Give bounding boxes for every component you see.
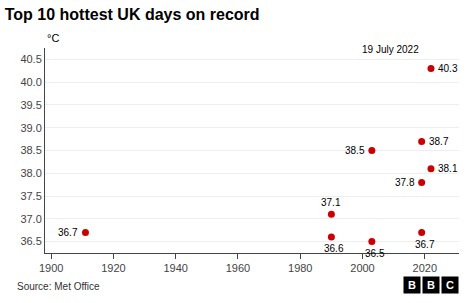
svg-text:C: C bbox=[446, 279, 454, 291]
svg-text:37.1: 37.1 bbox=[321, 197, 341, 208]
svg-text:Source: Met Office: Source: Met Office bbox=[17, 281, 100, 292]
svg-text:1920: 1920 bbox=[101, 262, 125, 274]
svg-text:38.0: 38.0 bbox=[20, 167, 41, 179]
svg-text:19 July 2022: 19 July 2022 bbox=[362, 44, 419, 55]
svg-text:36.6: 36.6 bbox=[324, 243, 344, 254]
svg-text:°C: °C bbox=[47, 32, 59, 44]
svg-text:36.7: 36.7 bbox=[415, 239, 435, 250]
svg-text:36.5: 36.5 bbox=[20, 235, 41, 247]
svg-text:1960: 1960 bbox=[226, 262, 250, 274]
svg-text:40.3: 40.3 bbox=[438, 63, 458, 74]
svg-text:B: B bbox=[427, 279, 435, 291]
svg-text:38.1: 38.1 bbox=[438, 163, 458, 174]
svg-text:B: B bbox=[408, 279, 416, 291]
svg-text:39.0: 39.0 bbox=[20, 122, 41, 134]
svg-text:2000: 2000 bbox=[350, 262, 374, 274]
svg-text:38.5: 38.5 bbox=[20, 144, 41, 156]
svg-text:38.7: 38.7 bbox=[429, 136, 449, 147]
svg-text:37.5: 37.5 bbox=[20, 190, 41, 202]
svg-text:Top 10 hottest UK days on reco: Top 10 hottest UK days on record bbox=[5, 6, 260, 23]
svg-text:1980: 1980 bbox=[288, 262, 312, 274]
svg-text:1940: 1940 bbox=[163, 262, 187, 274]
svg-text:37.8: 37.8 bbox=[395, 177, 415, 188]
svg-text:40.5: 40.5 bbox=[20, 53, 41, 65]
svg-text:38.5: 38.5 bbox=[345, 145, 365, 156]
svg-text:39.5: 39.5 bbox=[20, 99, 41, 111]
svg-text:37.0: 37.0 bbox=[20, 213, 41, 225]
svg-text:2020: 2020 bbox=[413, 262, 437, 274]
svg-text:36.7: 36.7 bbox=[58, 227, 78, 238]
svg-text:40.0: 40.0 bbox=[20, 76, 41, 88]
svg-text:36.5: 36.5 bbox=[365, 248, 385, 259]
svg-text:1900: 1900 bbox=[39, 262, 63, 274]
